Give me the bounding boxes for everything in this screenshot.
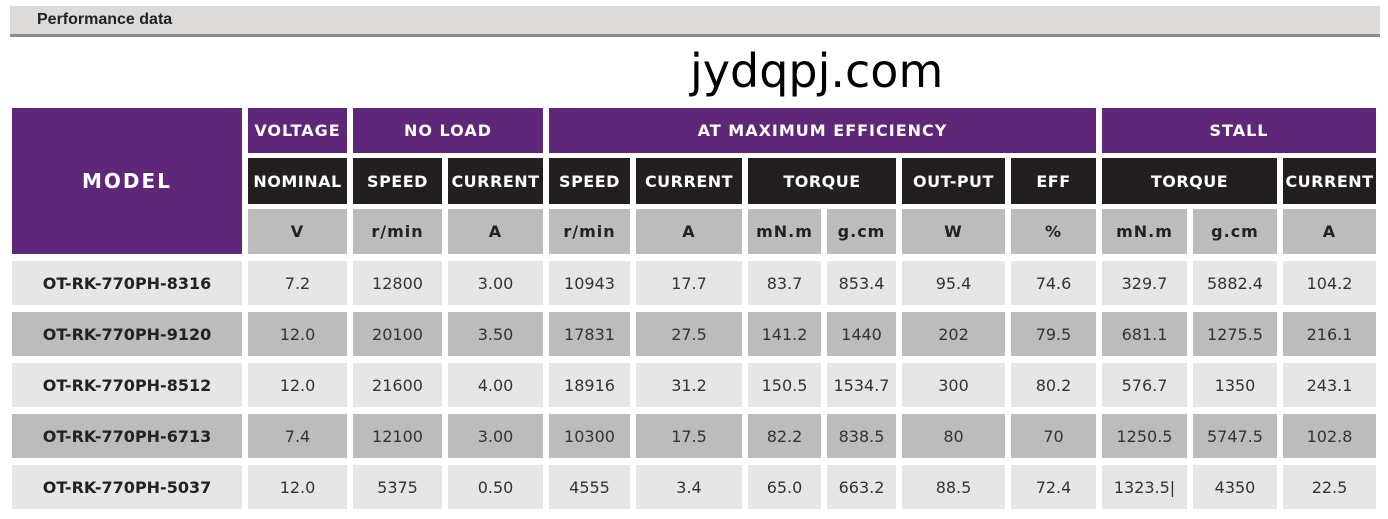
value-cell: 1323.5| bbox=[1102, 465, 1187, 509]
value-cell: 21600 bbox=[353, 363, 442, 407]
value-cell: 12100 bbox=[353, 414, 442, 458]
unit-header: A bbox=[1283, 209, 1376, 254]
value-cell: 17.7 bbox=[636, 261, 742, 305]
model-cell: OT-RK-770PH-9120 bbox=[12, 312, 242, 356]
sub-header: TORQUE bbox=[748, 158, 896, 204]
value-cell: 22.5 bbox=[1283, 465, 1376, 509]
value-cell: 1275.5 bbox=[1193, 312, 1277, 356]
value-cell: 681.1 bbox=[1102, 312, 1187, 356]
value-cell: 1350 bbox=[1193, 363, 1277, 407]
value-cell: 31.2 bbox=[636, 363, 742, 407]
value-cell: 95.4 bbox=[902, 261, 1005, 305]
value-cell: 12.0 bbox=[248, 465, 347, 509]
unit-header: A bbox=[448, 209, 543, 254]
value-cell: 3.50 bbox=[448, 312, 543, 356]
value-cell: 12.0 bbox=[248, 312, 347, 356]
value-cell: 1440 bbox=[827, 312, 896, 356]
value-cell: 300 bbox=[902, 363, 1005, 407]
value-cell: 74.6 bbox=[1011, 261, 1096, 305]
sub-header: EFF bbox=[1011, 158, 1096, 204]
unit-header: g.cm bbox=[1193, 209, 1277, 254]
section-title: Performance data bbox=[37, 11, 173, 28]
value-cell: 663.2 bbox=[827, 465, 896, 509]
value-cell: 3.00 bbox=[448, 414, 543, 458]
unit-header: g.cm bbox=[827, 209, 896, 254]
unit-header: r/min bbox=[353, 209, 442, 254]
sub-header: CURRENT bbox=[448, 158, 543, 204]
sub-header: SPEED bbox=[549, 158, 630, 204]
unit-header: % bbox=[1011, 209, 1096, 254]
value-cell: 141.2 bbox=[748, 312, 821, 356]
model-header: MODEL bbox=[12, 108, 242, 254]
value-cell: 20100 bbox=[353, 312, 442, 356]
value-cell: 82.2 bbox=[748, 414, 821, 458]
watermark: jydqpj.com bbox=[690, 44, 944, 98]
value-cell: 80 bbox=[902, 414, 1005, 458]
value-cell: 12800 bbox=[353, 261, 442, 305]
value-cell: 102.8 bbox=[1283, 414, 1376, 458]
no-load-header: NO LOAD bbox=[353, 108, 543, 153]
model-cell: OT-RK-770PH-6713 bbox=[12, 414, 242, 458]
value-cell: 72.4 bbox=[1011, 465, 1096, 509]
value-cell: 10943 bbox=[549, 261, 630, 305]
table-body: OT-RK-770PH-8316 7.2 12800 3.00 10943 17.7 83.… bbox=[12, 261, 1376, 509]
unit-header: W bbox=[902, 209, 1005, 254]
value-cell: 4555 bbox=[549, 465, 630, 509]
value-cell: 1250.5 bbox=[1102, 414, 1187, 458]
sub-header: CURRENT bbox=[1283, 158, 1376, 204]
value-cell: 80.2 bbox=[1011, 363, 1096, 407]
value-cell: 1534.7 bbox=[827, 363, 896, 407]
model-cell: OT-RK-770PH-8512 bbox=[12, 363, 242, 407]
value-cell: 5375 bbox=[353, 465, 442, 509]
value-cell: 216.1 bbox=[1283, 312, 1376, 356]
sub-header: TORQUE bbox=[1102, 158, 1277, 204]
table-header: MODEL VOLTAGE NO LOAD AT MAXIMUM EFFICIE… bbox=[12, 108, 1376, 254]
model-cell: OT-RK-770PH-8316 bbox=[12, 261, 242, 305]
value-cell: 27.5 bbox=[636, 312, 742, 356]
value-cell: 3.4 bbox=[636, 465, 742, 509]
value-cell: 329.7 bbox=[1102, 261, 1187, 305]
unit-header: mN.m bbox=[1102, 209, 1187, 254]
sub-header: OUT-PUT bbox=[902, 158, 1005, 204]
unit-header: r/min bbox=[549, 209, 630, 254]
value-cell: 4.00 bbox=[448, 363, 543, 407]
section-title-bar: Performance data bbox=[10, 6, 1380, 37]
model-cell: OT-RK-770PH-5037 bbox=[12, 465, 242, 509]
sub-header: CURRENT bbox=[636, 158, 742, 204]
value-cell: 202 bbox=[902, 312, 1005, 356]
value-cell: 7.2 bbox=[248, 261, 347, 305]
value-cell: 150.5 bbox=[748, 363, 821, 407]
value-cell: 18916 bbox=[549, 363, 630, 407]
value-cell: 3.00 bbox=[448, 261, 543, 305]
value-cell: 83.7 bbox=[748, 261, 821, 305]
unit-header: V bbox=[248, 209, 347, 254]
stall-header: STALL bbox=[1102, 108, 1376, 153]
voltage-header: VOLTAGE bbox=[248, 108, 347, 153]
value-cell: 65.0 bbox=[748, 465, 821, 509]
value-cell: 104.2 bbox=[1283, 261, 1376, 305]
sub-header: SPEED bbox=[353, 158, 442, 204]
value-cell: 5882.4 bbox=[1193, 261, 1277, 305]
max-efficiency-header: AT MAXIMUM EFFICIENCY bbox=[549, 108, 1096, 153]
value-cell: 79.5 bbox=[1011, 312, 1096, 356]
unit-header: A bbox=[636, 209, 742, 254]
value-cell: 243.1 bbox=[1283, 363, 1376, 407]
value-cell: 17831 bbox=[549, 312, 630, 356]
value-cell: 4350 bbox=[1193, 465, 1277, 509]
value-cell: 576.7 bbox=[1102, 363, 1187, 407]
value-cell: 5747.5 bbox=[1193, 414, 1277, 458]
value-cell: 7.4 bbox=[248, 414, 347, 458]
value-cell: 10300 bbox=[549, 414, 630, 458]
sub-header: NOMINAL bbox=[248, 158, 347, 204]
value-cell: 17.5 bbox=[636, 414, 742, 458]
value-cell: 853.4 bbox=[827, 261, 896, 305]
value-cell: 838.5 bbox=[827, 414, 896, 458]
value-cell: 0.50 bbox=[448, 465, 543, 509]
value-cell: 88.5 bbox=[902, 465, 1005, 509]
value-cell: 70 bbox=[1011, 414, 1096, 458]
value-cell: 12.0 bbox=[248, 363, 347, 407]
unit-header: mN.m bbox=[748, 209, 821, 254]
